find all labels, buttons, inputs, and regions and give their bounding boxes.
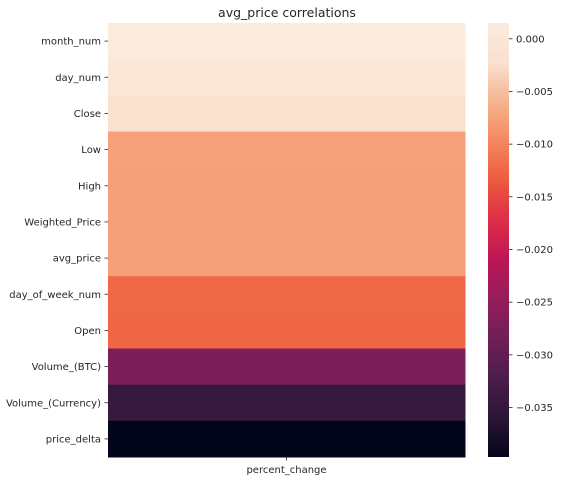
colorbar-tick-label: −0.010 bbox=[516, 140, 553, 151]
heatmap-cell bbox=[108, 59, 466, 96]
colorbar-tick-label: −0.030 bbox=[516, 350, 553, 361]
row-label: Volume_(Currency) bbox=[6, 398, 101, 409]
row-label: High bbox=[78, 181, 101, 192]
row-label: Close bbox=[74, 109, 101, 120]
heatmap-cell bbox=[108, 420, 466, 458]
row-label: Weighted_Price bbox=[24, 217, 101, 228]
row-label: Volume_(BTC) bbox=[32, 362, 101, 373]
heatmap-cell bbox=[108, 23, 466, 60]
colorbar bbox=[488, 23, 509, 457]
row-label: Low bbox=[81, 145, 101, 156]
colorbar-tick-label: 0.000 bbox=[516, 34, 545, 45]
colorbar-tick-label: −0.015 bbox=[516, 192, 553, 203]
heatmap-cell bbox=[108, 167, 466, 205]
row-label: month_num bbox=[41, 37, 101, 48]
heatmap-cell bbox=[108, 203, 466, 241]
colorbar-tick-label: −0.025 bbox=[516, 298, 553, 309]
row-label: avg_price bbox=[53, 254, 101, 265]
heatmap-cell bbox=[108, 348, 466, 386]
heatmap-cell bbox=[108, 240, 466, 277]
colorbar-tick-label: −0.020 bbox=[516, 245, 553, 256]
column-labels: percent_change bbox=[246, 457, 327, 476]
heatmap-cell bbox=[108, 384, 466, 422]
row-label: Open bbox=[74, 326, 101, 337]
heatmap-cells bbox=[108, 23, 466, 458]
row-label: price_delta bbox=[46, 434, 101, 445]
heatmap-cell bbox=[108, 131, 466, 169]
row-labels: month_num day_num Close Low High Weighted_Pri… bbox=[6, 37, 108, 445]
chart-title: avg_price correlations bbox=[218, 5, 356, 20]
row-label: day_num bbox=[55, 73, 101, 84]
row-label: day_of_week_num bbox=[9, 290, 101, 301]
heatmap-cell bbox=[108, 312, 466, 349]
heatmap-cell bbox=[108, 276, 466, 313]
heatmap-cell bbox=[108, 95, 466, 132]
column-label: percent_change bbox=[246, 465, 326, 476]
colorbar-tick-label: −0.035 bbox=[516, 403, 553, 414]
colorbar-ticks: 0.000 −0.005 −0.010 −0.015 −0.020 −0.025 −0.03… bbox=[509, 34, 553, 414]
colorbar-tick-label: −0.005 bbox=[516, 87, 553, 98]
